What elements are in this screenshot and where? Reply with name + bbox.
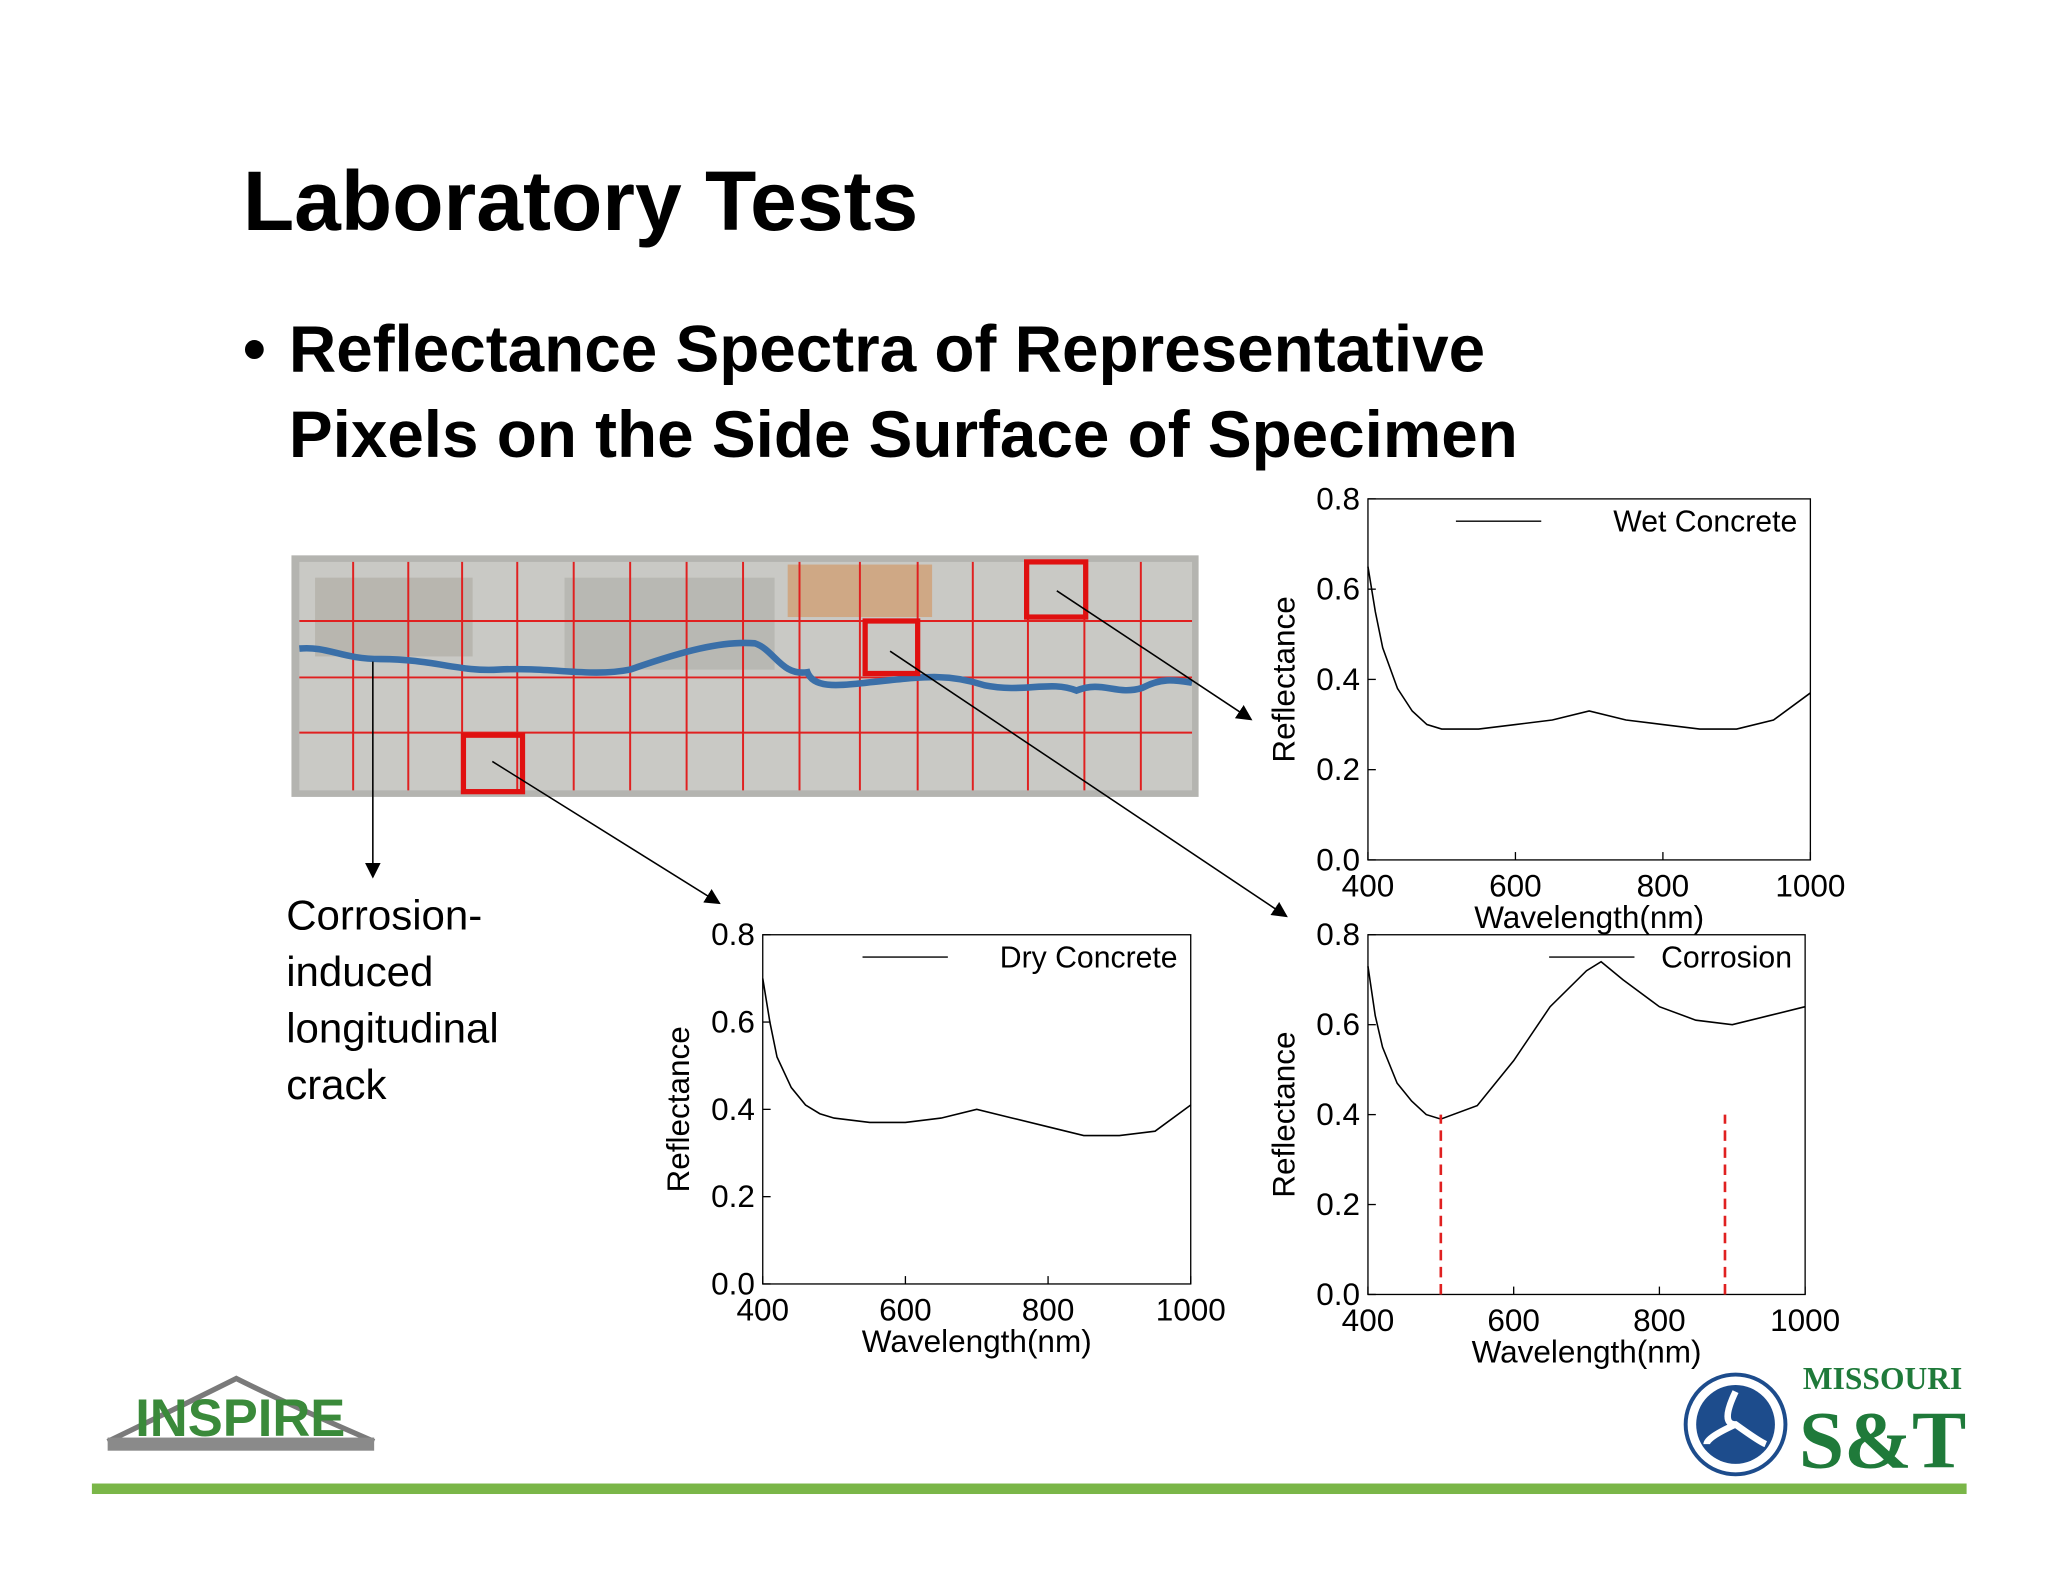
y-tick-label: 0.8 — [711, 916, 755, 952]
x-axis-label: Wavelength(nm) — [1474, 899, 1704, 935]
specimen-photo — [291, 555, 1199, 797]
y-tick-label: 0.2 — [711, 1178, 755, 1214]
logo-text: INSPIRE — [135, 1389, 345, 1448]
x-tick-label: 400 — [1342, 1302, 1395, 1338]
y-tick-label: 0.6 — [1316, 571, 1360, 607]
x-tick-label: 800 — [1022, 1292, 1075, 1328]
x-tick-label: 800 — [1637, 868, 1690, 904]
y-tick-label: 0.4 — [1316, 661, 1360, 697]
y-tick-label: 0.0 — [711, 1265, 755, 1301]
bullet-line: Reflectance Spectra of Representative — [289, 313, 1485, 386]
y-tick-label: 0.6 — [711, 1004, 755, 1040]
bullet-line: Pixels on the Side Surface of Specimen — [289, 398, 1518, 471]
annotation-line: Corrosion- — [286, 892, 482, 939]
y-tick-label: 0.0 — [1316, 1276, 1360, 1312]
y-tick-label: 0.4 — [711, 1091, 755, 1127]
y-tick-label: 0.4 — [1316, 1096, 1360, 1132]
slide-title: Laboratory Tests — [243, 154, 918, 248]
spectrum-line — [1367, 566, 1811, 730]
y-tick-label: 0.2 — [1316, 751, 1360, 787]
y-tick-label: 0.8 — [1316, 480, 1360, 516]
y-axis-label: Reflectance — [1265, 596, 1301, 762]
y-axis-label: Reflectance — [1265, 1031, 1301, 1197]
annotation-line: longitudinal — [286, 1004, 499, 1051]
legend-label: Corrosion — [1661, 942, 1792, 975]
x-tick-label: 800 — [1633, 1302, 1686, 1338]
spectrum-line — [1367, 960, 1806, 1120]
x-tick-label: 400 — [1342, 868, 1395, 904]
annotation-line: crack — [286, 1061, 387, 1108]
y-axis-label: Reflectance — [660, 1026, 696, 1192]
y-tick-label: 0.2 — [1316, 1186, 1360, 1222]
y-tick-label: 0.8 — [1316, 916, 1360, 952]
x-tick-label: 600 — [1489, 868, 1542, 904]
arrows — [364, 590, 1288, 918]
y-tick-label: 0.6 — [1316, 1006, 1360, 1042]
charts: 400 600 800 1000 0.0 0.2 0.4 0.6 0.8 Wavelength(n… — [660, 480, 1845, 1369]
inspire-logo: INSPIRE — [106, 1375, 376, 1451]
annotation-line: induced — [286, 948, 433, 995]
logo-text: S&T — [1799, 1395, 1966, 1486]
x-tick-label: 1000 — [1775, 868, 1845, 904]
x-axis-label: Wavelength(nm) — [862, 1323, 1092, 1359]
dot-logo — [1683, 1372, 1788, 1477]
legend-label: Dry Concrete — [1000, 942, 1178, 975]
x-tick-label: 600 — [879, 1292, 932, 1328]
x-tick-label: 1000 — [1156, 1292, 1226, 1328]
x-tick-label: 600 — [1487, 1302, 1540, 1338]
spectrum-line — [761, 978, 1192, 1137]
bullet-dot: • — [243, 313, 266, 386]
x-axis-label: Wavelength(nm) — [1472, 1334, 1702, 1370]
y-tick-label: 0.0 — [1316, 841, 1360, 877]
x-tick-label: 400 — [736, 1292, 789, 1328]
logo-text: MISSOURI — [1803, 1361, 1962, 1396]
footer-bar — [91, 1483, 1967, 1495]
x-tick-label: 1000 — [1770, 1302, 1840, 1338]
legend-label: Wet Concrete — [1613, 506, 1797, 539]
